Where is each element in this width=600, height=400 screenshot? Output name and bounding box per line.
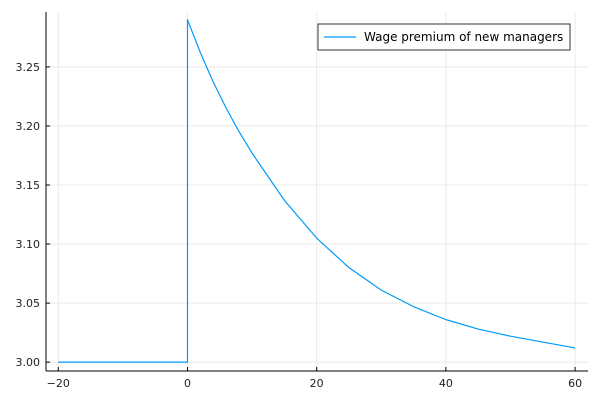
x-tick-label: 0 (184, 377, 191, 390)
x-tick-label: −20 (47, 377, 70, 390)
y-tick-label: 3.20 (16, 120, 41, 133)
y-tick-label: 3.10 (16, 238, 41, 251)
series-line (58, 19, 576, 363)
x-tick-label: 40 (439, 377, 453, 390)
series-layer (58, 19, 576, 363)
legend-label: Wage premium of new managers (364, 30, 563, 44)
legend: Wage premium of new managers (317, 23, 571, 51)
y-tick-label: 3.15 (16, 179, 41, 192)
x-tick-label: 60 (568, 377, 582, 390)
y-tick-label: 3.05 (16, 297, 41, 310)
x-tick-label: 20 (310, 377, 324, 390)
y-tick-label: 3.00 (16, 356, 41, 369)
x-gridlines (57, 12, 576, 371)
x-ticks: −20 0 20 40 60 (47, 367, 582, 390)
y-ticks: 3.00 3.05 3.10 3.15 3.20 3.25 (16, 61, 50, 369)
legend-box (317, 23, 571, 51)
y-tick-label: 3.25 (16, 61, 41, 74)
